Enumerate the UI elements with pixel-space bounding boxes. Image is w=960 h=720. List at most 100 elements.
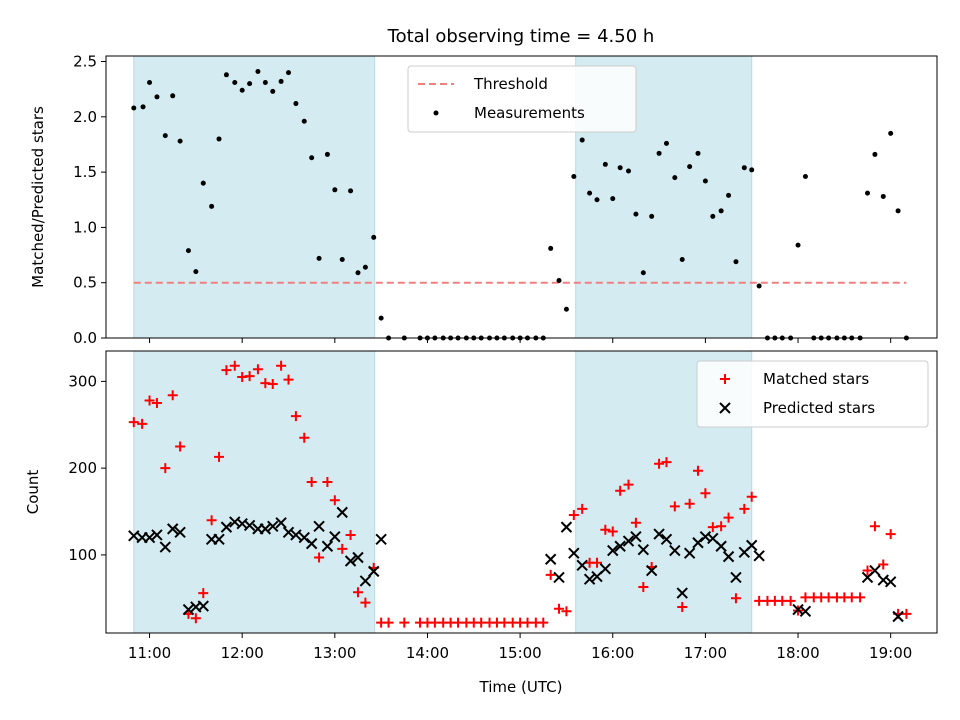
data-point	[563, 306, 569, 312]
legend-label: Predicted stars	[763, 399, 875, 417]
data-point	[753, 550, 765, 562]
data-point	[275, 517, 287, 529]
data-point	[583, 573, 596, 585]
data-point	[239, 87, 245, 93]
data-point	[313, 520, 325, 532]
data-point	[378, 315, 384, 321]
data-point	[687, 164, 693, 170]
y-tick-label: 300	[68, 372, 97, 390]
data-point	[571, 174, 577, 180]
legend-label: Threshold	[473, 75, 548, 93]
data-point	[362, 264, 368, 270]
data-point	[683, 547, 696, 559]
y-tick-label: 200	[68, 459, 97, 477]
data-point	[576, 559, 588, 572]
data-point	[707, 522, 718, 533]
data-point	[716, 521, 727, 532]
y-tick-label: 0.5	[73, 274, 97, 292]
data-point	[193, 269, 199, 275]
data-point	[221, 365, 232, 376]
data-point	[322, 477, 333, 488]
data-point	[216, 136, 222, 142]
data-point	[170, 93, 176, 99]
data-point	[348, 188, 354, 194]
data-point	[185, 248, 191, 254]
data-point	[206, 515, 217, 526]
data-point	[739, 503, 750, 514]
data-point	[177, 138, 183, 144]
count-panel: 100 200 300 11:00 12:00 13:00 14:00 15:00 16:00 1…	[24, 350, 938, 662]
data-point	[220, 521, 233, 533]
series-measurements	[131, 68, 909, 341]
x-tick-label: 12:00	[221, 644, 264, 662]
data-point	[144, 395, 155, 406]
data-point	[167, 390, 178, 401]
data-point	[197, 600, 209, 612]
data-point	[669, 501, 680, 512]
data-point	[653, 528, 665, 540]
data-point	[823, 592, 834, 603]
data-point	[722, 550, 735, 563]
data-point	[252, 364, 263, 375]
data-point	[614, 540, 626, 552]
data-point	[795, 242, 801, 248]
data-point	[290, 529, 302, 541]
data-point	[626, 168, 632, 174]
x-tick-label: 15:00	[498, 644, 541, 662]
ratio-panel: 0.0 0.5 1.0 1.5 2.0 2.5 Matched/Predicted star…	[29, 53, 938, 347]
data-point	[213, 533, 225, 545]
plot-frame	[105, 350, 938, 634]
legend-label: Matched stars	[763, 370, 869, 388]
data-point	[345, 529, 356, 540]
data-point	[630, 530, 642, 543]
data-point	[128, 530, 140, 542]
data-point	[232, 80, 238, 86]
data-point	[360, 597, 371, 608]
y-tick-label: 2.0	[73, 108, 97, 126]
data-point	[579, 137, 585, 143]
data-point	[282, 526, 295, 539]
data-point	[741, 165, 747, 171]
data-point	[355, 270, 361, 276]
data-point	[314, 552, 325, 563]
data-point	[244, 371, 255, 382]
data-point	[131, 105, 137, 111]
y-tick-label: 0.0	[73, 329, 97, 347]
chart-title: Total observing time = 4.50 h	[387, 26, 655, 47]
plot-frame	[105, 55, 938, 339]
data-point	[607, 526, 618, 537]
data-point	[663, 140, 669, 146]
data-point	[299, 432, 310, 443]
data-point	[200, 180, 206, 186]
data-point	[630, 517, 641, 528]
data-point	[661, 457, 672, 468]
data-point	[159, 541, 171, 553]
data-point	[352, 587, 363, 598]
data-point	[175, 441, 186, 452]
data-point	[476, 617, 487, 628]
y-tick-label: 1.0	[73, 218, 97, 236]
data-point	[329, 530, 341, 543]
data-point	[638, 582, 649, 593]
data-point	[901, 608, 912, 619]
data-point	[645, 564, 658, 577]
data-point	[243, 519, 256, 532]
data-point	[679, 256, 685, 262]
data-point	[429, 617, 440, 628]
data-point	[556, 277, 562, 283]
legend-label: Measurements	[474, 104, 585, 122]
data-point	[499, 617, 510, 628]
data-point	[594, 197, 600, 203]
data-point	[660, 533, 673, 545]
data-point	[336, 506, 348, 519]
data-point	[344, 555, 357, 567]
data-point	[602, 161, 608, 167]
data-point	[267, 378, 278, 389]
data-point	[623, 479, 634, 490]
data-point	[548, 245, 554, 251]
data-point	[785, 595, 796, 606]
data-point	[190, 613, 201, 624]
data-point	[329, 495, 340, 506]
data-point	[375, 533, 387, 545]
